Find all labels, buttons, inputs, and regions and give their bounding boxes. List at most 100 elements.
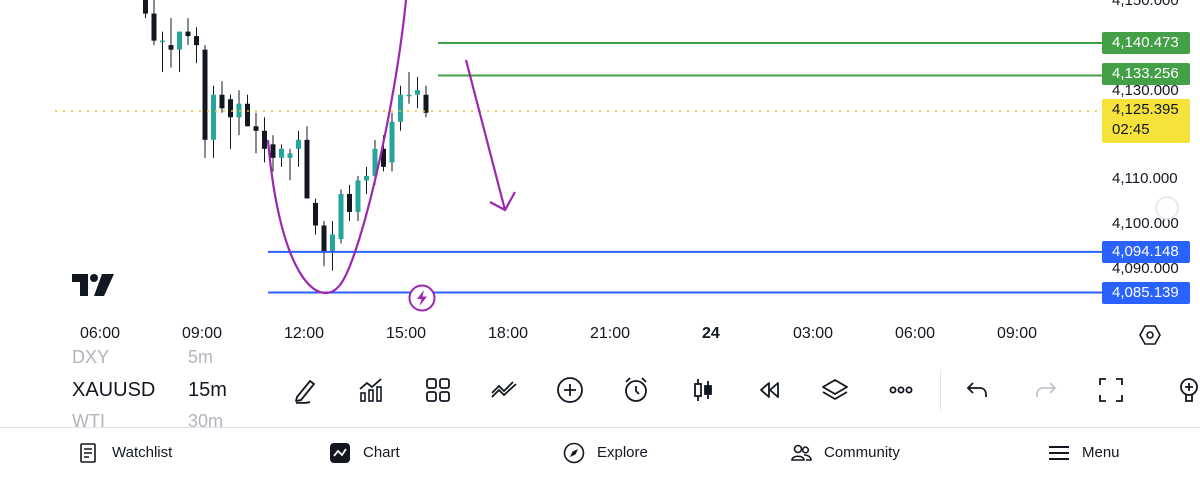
drawing-tool-button[interactable]: [288, 373, 322, 407]
pencil-icon: [295, 380, 315, 404]
interval-selector[interactable]: 15m: [188, 379, 227, 401]
indicators-button[interactable]: [354, 373, 388, 407]
chart-icon: [330, 442, 350, 463]
nav-label: Explore: [597, 444, 648, 461]
symbol-prev[interactable]: DXY: [72, 347, 110, 367]
candle-body: [423, 94, 429, 113]
candle-body: [372, 148, 378, 176]
time-tick: 03:00: [793, 325, 834, 342]
toolbar: DXY 5m XAUUSD 15m WTI 30m: [0, 347, 1200, 431]
time-tick: 12:00: [284, 325, 325, 342]
candle-body: [287, 153, 293, 158]
chart-indicators-icon: [359, 378, 382, 402]
rewind-icon: [760, 382, 779, 398]
level-tag[interactable]: 4,094.148: [1102, 241, 1190, 263]
alert-button[interactable]: [619, 373, 653, 407]
symbol-selector[interactable]: XAUUSD: [72, 379, 156, 401]
candle-body: [143, 0, 148, 14]
price-tick: 4,130.000: [1112, 82, 1179, 99]
candle-body: [185, 31, 191, 37]
nav-community[interactable]: Community: [790, 428, 900, 477]
candle-body: [177, 31, 182, 50]
candle-body: [168, 45, 174, 50]
objects-tree-button[interactable]: [818, 373, 852, 407]
add-button[interactable]: [553, 373, 587, 407]
candle-body: [355, 180, 361, 212]
plus-circle-icon: [557, 377, 583, 403]
time-tick: 21:00: [590, 325, 631, 342]
price-tick: 4,100.000: [1112, 215, 1179, 232]
candle-body: [160, 40, 165, 43]
nav-chart[interactable]: Chart: [329, 428, 400, 477]
more-button[interactable]: [884, 373, 918, 407]
level-tag[interactable]: 4,140.473: [1102, 32, 1190, 54]
nav-menu[interactable]: Menu: [1048, 428, 1120, 477]
settings-icon[interactable]: [1138, 323, 1162, 347]
candle-body: [194, 36, 199, 46]
compare-button[interactable]: [487, 373, 521, 407]
candle-body: [304, 139, 310, 199]
candle-body: [338, 193, 344, 240]
candle-body: [313, 202, 318, 226]
candle-body: [389, 121, 395, 163]
current-price-tag[interactable]: 4,125.395 02:45: [1102, 99, 1190, 143]
alarm-clock-icon: [625, 377, 647, 402]
level-tag[interactable]: 4,133.256: [1102, 63, 1190, 85]
price-tick: 4,150.000: [1112, 0, 1179, 9]
toolbar-divider: [940, 371, 941, 411]
tradingview-logo: [72, 274, 114, 298]
time-tick: 06:00: [80, 325, 121, 342]
candles-icon: [694, 379, 712, 401]
redo-button[interactable]: [1028, 373, 1062, 407]
chart-area[interactable]: 4,150.000 4,130.000 4,110.000 4,100.000 …: [0, 0, 1200, 355]
arrow-drawing: [464, 59, 516, 212]
interval-next[interactable]: 30m: [188, 411, 224, 431]
undo-button[interactable]: [961, 373, 995, 407]
candle-body: [253, 126, 259, 131]
candle-body: [202, 49, 208, 140]
candle-body: [211, 94, 216, 140]
nav-explore[interactable]: Explore: [563, 428, 648, 477]
time-tick: 09:00: [182, 325, 223, 342]
ideas-button[interactable]: [1172, 373, 1200, 407]
candle-body: [296, 139, 301, 149]
watchlist-icon: [80, 442, 96, 463]
time-tick: 09:00: [997, 325, 1038, 342]
fullscreen-icon: [1099, 378, 1123, 402]
level-tag[interactable]: 4,085.139: [1102, 282, 1190, 304]
candle-body: [270, 144, 276, 158]
interval-prev[interactable]: 5m: [188, 347, 214, 367]
circle-icon[interactable]: [1154, 195, 1180, 221]
candle-body: [406, 94, 412, 97]
layouts-button[interactable]: [421, 373, 455, 407]
time-tick: 18:00: [488, 325, 529, 342]
undo-icon: [966, 382, 987, 397]
replay-button[interactable]: [752, 373, 786, 407]
candle-body: [398, 94, 403, 122]
price-tick: 4,090.000: [1112, 260, 1179, 277]
nav-label: Chart: [363, 444, 400, 461]
time-tick: 06:00: [895, 325, 936, 342]
nav-label: Menu: [1082, 444, 1120, 461]
symbol-next[interactable]: WTI: [72, 411, 105, 431]
candle-body: [330, 234, 335, 253]
compare-icon: [491, 381, 517, 398]
lightbulb-icon: [1180, 378, 1198, 402]
bottom-nav: Watchlist Chart Explore Community Menu: [0, 427, 1200, 477]
candle-body: [415, 90, 420, 95]
layers-icon: [822, 379, 848, 400]
nav-watchlist[interactable]: Watchlist: [78, 428, 172, 477]
candle-body: [347, 193, 352, 212]
lightning-icon[interactable]: [408, 284, 436, 312]
time-tick: 15:00: [386, 325, 427, 342]
nav-label: Watchlist: [112, 444, 173, 461]
candle-body: [245, 103, 250, 127]
redo-icon: [1036, 382, 1057, 397]
chart-type-button[interactable]: [686, 373, 720, 407]
price-tick: 4,110.000: [1112, 170, 1178, 187]
candle-body: [364, 175, 369, 181]
community-icon: [791, 444, 812, 461]
price-chart[interactable]: [0, 0, 1200, 355]
fullscreen-button[interactable]: [1094, 373, 1128, 407]
countdown: 02:45: [1112, 121, 1150, 138]
